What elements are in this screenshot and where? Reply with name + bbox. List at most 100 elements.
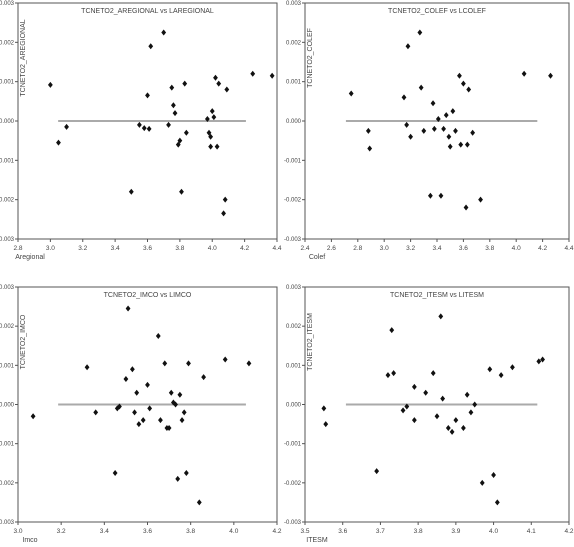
scatter-point xyxy=(478,196,483,203)
scatter-point xyxy=(491,472,496,478)
scatter-point xyxy=(214,143,220,150)
chart-panel-1: TCNETO2_AREGIONAL vs LAREGIONAL 2.8 3.0 3.2… xyxy=(0,1,282,261)
y-tick-label: 0.003 xyxy=(0,1,15,7)
y-tick-label: 0.000 xyxy=(286,119,302,125)
x-tick-label: 4.0 xyxy=(489,528,498,535)
y-tick-label: -0.001 xyxy=(284,158,302,164)
scatter-point xyxy=(431,125,437,132)
scatter-point xyxy=(125,305,131,312)
y-tick-label: 0.003 xyxy=(0,285,15,291)
scatter-point xyxy=(171,102,176,109)
scatter-point xyxy=(179,417,185,424)
scatter-point xyxy=(385,372,391,379)
scatter-point xyxy=(466,86,472,93)
y-tick-label: -0.003 xyxy=(284,237,302,243)
scatter-point xyxy=(321,405,327,412)
scatter-point xyxy=(155,332,161,339)
scatter-point xyxy=(213,74,218,81)
x-tick-label: 4.0 xyxy=(512,245,521,252)
y-axis-label: TCNETO2_COLEF xyxy=(307,28,314,88)
scatter-point xyxy=(418,84,424,91)
x-tick-label: 2.6 xyxy=(327,245,336,252)
scatter-point xyxy=(181,409,187,416)
scatter-point xyxy=(117,403,122,410)
scatter-point xyxy=(166,425,172,431)
scatter-point xyxy=(446,133,452,140)
y-tick-label: -0.001 xyxy=(0,158,15,164)
scatter-point xyxy=(421,127,427,134)
scatter-point xyxy=(204,116,210,123)
scatter-point xyxy=(411,383,417,390)
scatter-point xyxy=(93,409,99,416)
y-tick-label: 0.000 xyxy=(0,403,15,409)
scatter-point xyxy=(365,127,371,134)
scatter-point xyxy=(179,188,184,195)
scatter-point xyxy=(374,468,380,475)
scatter-point xyxy=(458,141,464,148)
x-tick-label: 3.8 xyxy=(414,528,423,535)
x-tick-label: 4.1 xyxy=(527,528,536,535)
scatter-point xyxy=(183,470,189,477)
scatter-point xyxy=(430,100,436,107)
scatter-point xyxy=(470,129,476,136)
scatter-point xyxy=(404,121,410,128)
x-tick-label: 3.0 xyxy=(380,245,389,252)
x-tick-label: 2.8 xyxy=(13,245,22,252)
x-axis-label: Colef xyxy=(309,254,325,261)
scatter-point xyxy=(216,80,222,87)
y-tick-label: -0.003 xyxy=(0,520,15,526)
x-tick-label: 3.5 xyxy=(300,528,309,535)
scatter-point xyxy=(494,499,500,506)
scatter-point xyxy=(521,70,527,77)
scatter-point xyxy=(405,43,411,50)
scatter-point xyxy=(269,72,275,79)
x-tick-label: 3.0 xyxy=(13,528,22,535)
y-tick-label: 0.001 xyxy=(286,363,302,369)
scatter-point xyxy=(140,417,146,424)
y-tick-label: 0.002 xyxy=(0,40,15,46)
scatter-point xyxy=(464,391,470,398)
scatter-point xyxy=(428,192,433,199)
x-axis-label: Imco xyxy=(22,537,37,542)
scatter-point xyxy=(461,425,466,431)
y-tick-label: -0.002 xyxy=(0,481,15,487)
x-tick-label: 4.4 xyxy=(272,245,281,252)
scatter-point xyxy=(128,188,134,195)
x-tick-label: 2.8 xyxy=(353,245,362,252)
scatter-point xyxy=(348,90,354,97)
y-tick-label: 0.001 xyxy=(0,80,15,86)
scatter-point xyxy=(430,370,436,377)
scatter-point xyxy=(250,70,256,77)
chart-panel-3: TCNETO2_IMCO vs LIMCO 3.0 3.2 3.4 3.6 3.8 4.0 4… xyxy=(0,285,282,544)
scatter-point xyxy=(487,366,493,373)
scatter-point xyxy=(464,141,470,148)
scatter-point xyxy=(148,43,154,50)
x-tick-label: 3.2 xyxy=(57,528,66,535)
y-axis-label: TCNETO2_IMCO xyxy=(20,314,27,369)
scatter-point xyxy=(162,360,168,367)
scatter-point xyxy=(141,125,147,132)
scatter-point xyxy=(536,358,542,365)
y-axis-label: TCNETO2_AREGIONAL xyxy=(20,19,27,96)
y-tick-label: -0.003 xyxy=(0,237,15,243)
scatter-point xyxy=(84,364,90,371)
y-tick-label: 0.002 xyxy=(286,324,302,330)
scatter-point xyxy=(134,389,140,396)
x-tick-label: 3.8 xyxy=(485,245,494,252)
y-tick-label: 0.001 xyxy=(286,80,302,86)
y-tick-label: -0.002 xyxy=(284,481,302,487)
y-tick-label: -0.002 xyxy=(0,198,15,204)
scatter-point xyxy=(147,405,153,412)
x-tick-label: 2.4 xyxy=(300,245,309,252)
chart-panel-4: TCNETO2_ITESM vs LITESM 3.5 3.6 3.7 3.8 3.9 4.… xyxy=(284,285,574,544)
scatter-point xyxy=(182,80,188,87)
y-axis-label: TCNETO2_ITESM xyxy=(307,313,314,371)
x-axis-label: Aregional xyxy=(15,254,45,261)
x-tick-label: 3.4 xyxy=(432,245,441,252)
scatter-point xyxy=(434,413,440,420)
scatter-point xyxy=(114,405,120,412)
scatter-point xyxy=(161,29,167,36)
scatter-point xyxy=(146,125,152,132)
scatter-point xyxy=(183,129,189,136)
scatter-point xyxy=(132,409,137,416)
